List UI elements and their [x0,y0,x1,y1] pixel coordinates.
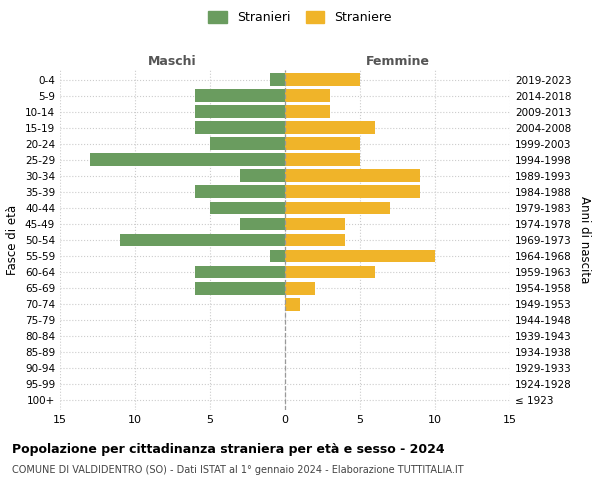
Bar [90,154,285,166]
Bar [195,282,285,294]
Bar [240,218,285,230]
Bar [285,138,360,150]
Bar [195,186,285,198]
Bar [285,202,390,214]
Bar [120,234,285,246]
Text: Popolazione per cittadinanza straniera per età e sesso - 2024: Popolazione per cittadinanza straniera p… [12,442,445,456]
Bar [285,89,330,102]
Bar [270,250,285,262]
Bar [195,89,285,102]
Bar [285,218,345,230]
Legend: Stranieri, Straniere: Stranieri, Straniere [208,11,392,24]
Bar [285,154,360,166]
Bar [285,73,360,86]
Bar [285,170,420,182]
Text: Maschi: Maschi [148,56,197,68]
Y-axis label: Fasce di età: Fasce di età [7,205,19,275]
Bar [210,202,285,214]
Bar [195,122,285,134]
Y-axis label: Anni di nascita: Anni di nascita [578,196,591,284]
Bar [285,234,345,246]
Bar [285,298,300,310]
Text: Femmine: Femmine [365,56,430,68]
Bar [285,250,435,262]
Bar [240,170,285,182]
Text: COMUNE DI VALDIDENTRO (SO) - Dati ISTAT al 1° gennaio 2024 - Elaborazione TUTTIT: COMUNE DI VALDIDENTRO (SO) - Dati ISTAT … [12,465,464,475]
Bar [285,106,330,118]
Bar [285,122,375,134]
Bar [195,106,285,118]
Bar [285,186,420,198]
Bar [210,138,285,150]
Bar [195,266,285,278]
Bar [285,282,315,294]
Bar [285,266,375,278]
Bar [270,73,285,86]
